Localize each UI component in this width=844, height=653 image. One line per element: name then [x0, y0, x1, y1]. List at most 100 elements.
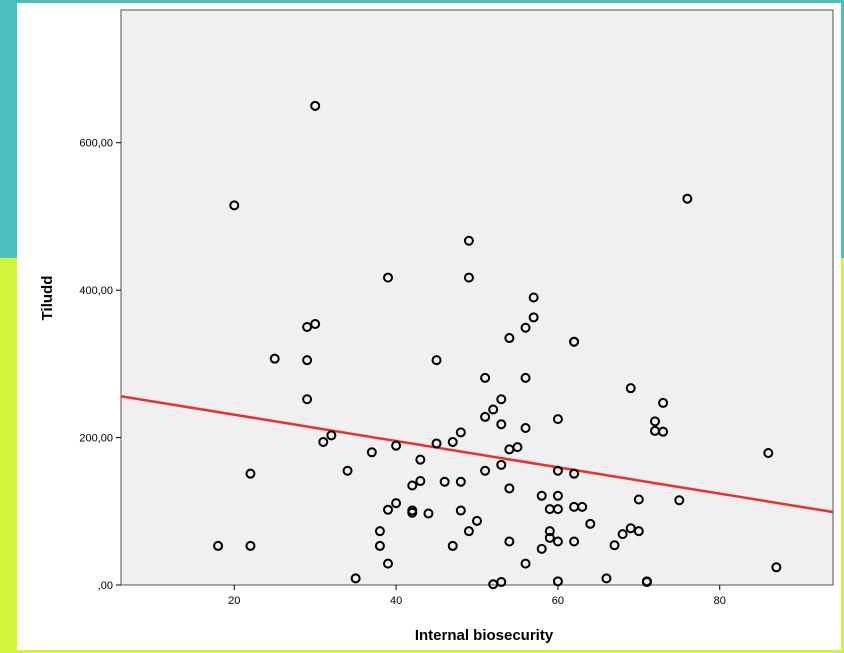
plot-area: [120, 9, 834, 586]
data-point: [245, 540, 256, 551]
data-point: [520, 422, 531, 433]
data-point: [569, 336, 580, 347]
data-point: [391, 498, 402, 509]
data-point: [504, 333, 515, 344]
data-point: [455, 427, 466, 438]
data-point: [326, 430, 337, 441]
data-point: [520, 372, 531, 383]
data-point: [569, 468, 580, 479]
data-point: [496, 459, 507, 470]
data-point: [528, 312, 539, 323]
data-point: [407, 480, 418, 491]
data-point: [302, 355, 313, 366]
data-point: [447, 436, 458, 447]
data-point: [528, 292, 539, 303]
data-point: [544, 532, 555, 543]
y-tick-label: 200,00: [79, 433, 113, 445]
data-point: [552, 490, 563, 501]
data-point: [682, 193, 693, 204]
data-point: [318, 436, 329, 447]
data-point: [601, 573, 612, 584]
data-point: [350, 573, 361, 584]
data-point: [771, 562, 782, 573]
data-point: [407, 507, 418, 518]
data-point: [650, 416, 660, 427]
data-point: [585, 518, 596, 529]
data-point: [302, 394, 313, 405]
data-point: [488, 579, 499, 590]
data-point: [625, 523, 636, 534]
data-point: [674, 495, 685, 506]
data-point: [245, 468, 256, 479]
data-point: [431, 355, 442, 366]
data-point: [504, 483, 515, 494]
data-point: [463, 526, 474, 537]
data-point: [496, 419, 507, 430]
data-point: [633, 494, 644, 505]
data-point: [552, 536, 563, 547]
data-point: [455, 476, 466, 487]
data-point: [463, 235, 474, 246]
data-point: [383, 504, 393, 515]
data-point: [415, 476, 426, 487]
data-point: [423, 508, 434, 519]
data-point: [342, 465, 353, 476]
data-point: [374, 540, 385, 551]
x-tick-label: 40: [390, 595, 402, 607]
data-point: [544, 526, 555, 537]
data-point: [383, 272, 393, 283]
y-axis-ticks: ,00 200,00 400,00 600,00: [79, 138, 121, 592]
y-tick-label: ,00: [98, 580, 113, 592]
data-point: [415, 454, 426, 465]
data-point: [310, 100, 321, 111]
data-point: [625, 383, 636, 394]
data-point: [617, 529, 628, 540]
data-point: [455, 505, 466, 516]
x-tick-label: 20: [228, 595, 240, 607]
data-point: [431, 438, 442, 449]
x-axis-title: Internal biosecurity: [415, 627, 554, 644]
data-point: [269, 353, 280, 364]
data-point: [472, 515, 482, 526]
data-point: [633, 526, 644, 537]
data-point: [504, 444, 515, 455]
y-tick-label: 400,00: [79, 285, 113, 297]
data-point: [520, 558, 531, 569]
data-point: [480, 411, 491, 422]
x-tick-label: 80: [714, 595, 726, 607]
data-point: [609, 540, 620, 551]
data-point: [496, 394, 507, 405]
data-point: [463, 272, 474, 283]
data-point: [213, 540, 224, 551]
data-point: [480, 372, 491, 383]
data-point: [552, 504, 563, 515]
data-point: [569, 536, 580, 547]
data-point: [552, 576, 563, 587]
data-point: [763, 448, 774, 459]
data-point: [641, 577, 652, 588]
data-point: [536, 543, 547, 554]
data-point: [374, 526, 385, 537]
data-point: [480, 465, 491, 476]
data-point: [229, 200, 240, 211]
data-point: [520, 322, 531, 333]
data-point: [310, 319, 321, 330]
data-point: [536, 490, 547, 501]
data-point: [552, 465, 563, 476]
data-point: [383, 558, 393, 569]
data-point: [366, 447, 377, 458]
data-point: [447, 540, 458, 551]
data-point: [658, 397, 669, 408]
data-point: [577, 501, 588, 512]
data-points: [213, 100, 782, 590]
data-point: [488, 404, 499, 415]
data-point: [302, 321, 313, 332]
x-axis-ticks: 20 40 60 80: [228, 585, 726, 607]
data-point: [658, 426, 669, 437]
y-axis-title: Tiludd: [39, 276, 56, 321]
data-point: [391, 440, 402, 451]
fit-line: [120, 395, 834, 514]
data-point: [552, 414, 563, 425]
data-point: [504, 536, 515, 547]
